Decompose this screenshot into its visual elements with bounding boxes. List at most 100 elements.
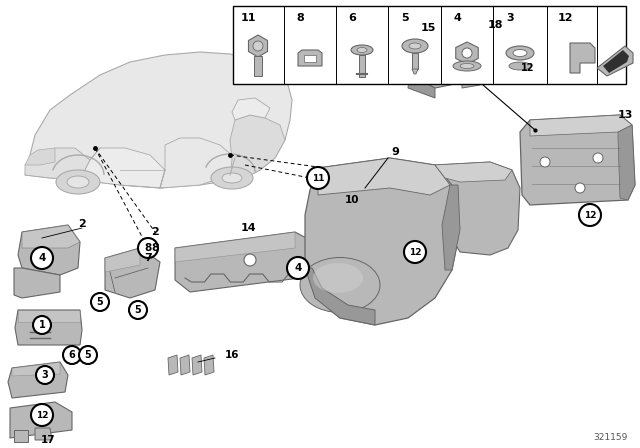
Polygon shape <box>318 158 450 195</box>
Polygon shape <box>435 162 520 255</box>
Bar <box>359 55 365 77</box>
Circle shape <box>31 247 53 269</box>
Circle shape <box>540 157 550 167</box>
Polygon shape <box>8 362 68 398</box>
Circle shape <box>129 301 147 319</box>
Polygon shape <box>105 248 140 272</box>
Circle shape <box>307 167 329 189</box>
Polygon shape <box>597 46 633 76</box>
Bar <box>254 56 262 76</box>
Polygon shape <box>25 148 55 165</box>
Ellipse shape <box>300 258 380 313</box>
Polygon shape <box>570 43 595 73</box>
Polygon shape <box>412 69 418 74</box>
Circle shape <box>462 48 472 58</box>
Circle shape <box>79 346 97 364</box>
Text: 12: 12 <box>36 410 48 419</box>
Polygon shape <box>520 115 635 205</box>
Polygon shape <box>530 115 632 136</box>
Polygon shape <box>305 268 375 325</box>
Polygon shape <box>14 430 28 442</box>
Text: 4: 4 <box>294 263 301 273</box>
Text: 321159: 321159 <box>594 433 628 442</box>
Polygon shape <box>435 162 512 182</box>
Circle shape <box>253 41 263 51</box>
Polygon shape <box>618 125 635 200</box>
Polygon shape <box>204 355 214 375</box>
Polygon shape <box>442 185 460 270</box>
Polygon shape <box>415 30 475 52</box>
Polygon shape <box>298 50 322 66</box>
Polygon shape <box>18 225 80 275</box>
Text: 5: 5 <box>84 350 92 360</box>
Text: 16: 16 <box>225 350 239 360</box>
Text: 6: 6 <box>348 13 356 23</box>
Polygon shape <box>468 28 510 45</box>
Text: 18: 18 <box>487 20 503 30</box>
Circle shape <box>287 257 309 279</box>
Circle shape <box>244 254 256 266</box>
Polygon shape <box>105 248 160 298</box>
Text: 2: 2 <box>78 219 86 229</box>
Text: 3: 3 <box>506 13 514 23</box>
Ellipse shape <box>56 170 100 194</box>
Circle shape <box>593 153 603 163</box>
Polygon shape <box>35 428 52 440</box>
Text: 5: 5 <box>401 13 409 23</box>
Polygon shape <box>305 158 460 325</box>
Polygon shape <box>22 225 80 248</box>
Text: 5: 5 <box>134 305 141 315</box>
Polygon shape <box>192 355 202 375</box>
Circle shape <box>404 241 426 263</box>
Ellipse shape <box>211 167 253 189</box>
Ellipse shape <box>67 176 89 188</box>
Ellipse shape <box>222 173 242 183</box>
Text: 12: 12 <box>584 211 596 220</box>
Text: 12: 12 <box>521 63 535 73</box>
Text: 1: 1 <box>38 320 45 330</box>
Text: 8: 8 <box>145 243 152 253</box>
Circle shape <box>33 316 51 334</box>
Ellipse shape <box>513 49 527 56</box>
Polygon shape <box>25 52 292 188</box>
Text: 13: 13 <box>618 110 634 120</box>
Circle shape <box>138 238 158 258</box>
Ellipse shape <box>313 263 363 293</box>
Polygon shape <box>14 268 60 298</box>
Ellipse shape <box>351 45 373 55</box>
Text: 12: 12 <box>557 13 573 23</box>
Polygon shape <box>230 115 285 178</box>
Circle shape <box>579 204 601 226</box>
Text: 3: 3 <box>42 370 49 380</box>
Text: 12: 12 <box>409 247 421 257</box>
Text: 9: 9 <box>391 147 399 157</box>
Circle shape <box>31 404 53 426</box>
Polygon shape <box>15 310 82 345</box>
Circle shape <box>36 366 54 384</box>
Text: 6: 6 <box>68 350 76 360</box>
Polygon shape <box>12 362 60 376</box>
Text: 5: 5 <box>97 297 104 307</box>
Polygon shape <box>304 55 316 62</box>
Polygon shape <box>175 232 315 292</box>
Polygon shape <box>462 28 512 68</box>
Ellipse shape <box>453 61 481 71</box>
Text: 8: 8 <box>151 243 159 253</box>
Polygon shape <box>408 68 435 98</box>
Circle shape <box>91 293 109 311</box>
Text: 4: 4 <box>38 253 45 263</box>
Text: 10: 10 <box>345 195 360 205</box>
Ellipse shape <box>409 43 421 49</box>
Polygon shape <box>10 402 72 438</box>
Ellipse shape <box>506 46 534 60</box>
Text: 2: 2 <box>151 227 159 237</box>
Text: 17: 17 <box>41 435 55 445</box>
Polygon shape <box>410 30 478 88</box>
Text: 7: 7 <box>144 253 152 263</box>
Polygon shape <box>160 138 235 188</box>
Polygon shape <box>175 232 295 262</box>
Polygon shape <box>248 35 268 57</box>
Polygon shape <box>456 42 478 64</box>
Polygon shape <box>18 310 80 322</box>
Text: 4: 4 <box>453 13 461 23</box>
